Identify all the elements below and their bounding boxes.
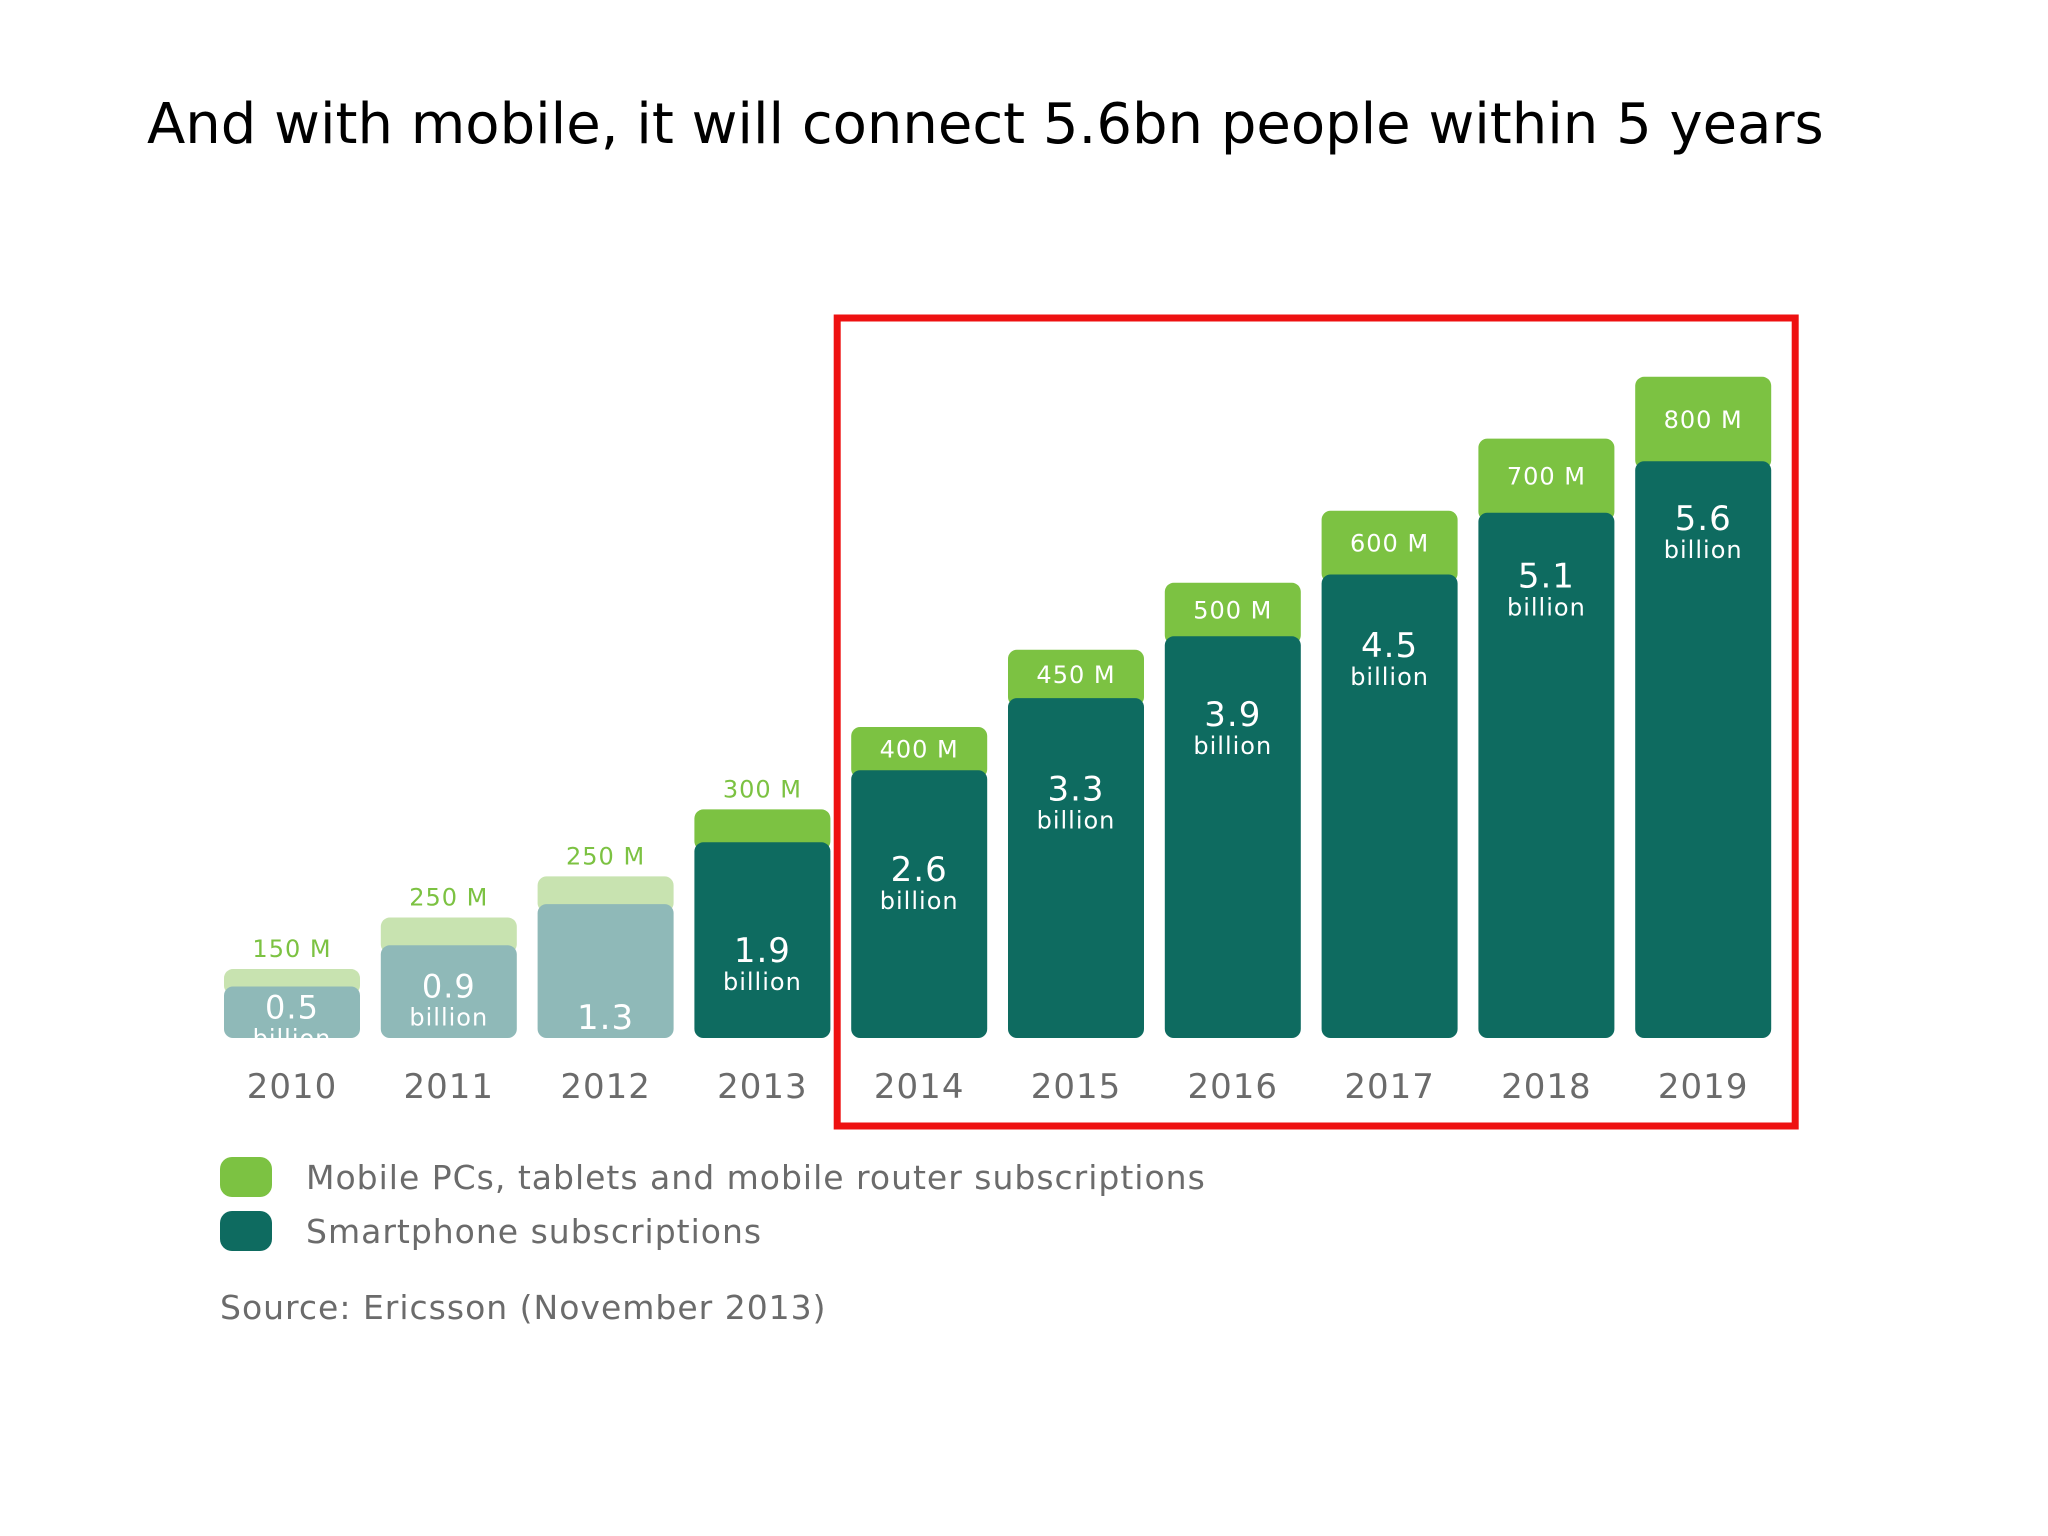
label-smartphone-unit-2016: billion — [1193, 732, 1272, 760]
bar-smartphone-2015 — [1008, 698, 1144, 1038]
label-mobile-pcs-2019: 800 M — [1664, 406, 1743, 434]
label-smartphone-2012: 1.3 — [577, 998, 634, 1038]
x-tick-2010: 2010 — [247, 1067, 338, 1107]
label-smartphone-unit-2015: billion — [1037, 806, 1116, 834]
bar-smartphone-2011 — [380, 945, 517, 1038]
label-smartphone-2010: 0.5 — [265, 988, 319, 1026]
x-tick-2013: 2013 — [717, 1067, 808, 1107]
label-smartphone-2017: 4.5 — [1361, 626, 1418, 666]
bar-smartphone-2018 — [1478, 512, 1615, 1038]
label-smartphone-unit-2014: billion — [880, 887, 959, 915]
label-smartphone-2014: 2.6 — [891, 850, 948, 890]
bar-smartphone-2016 — [1164, 636, 1301, 1038]
bar-mobile-pcs-2011 — [380, 917, 517, 954]
bar-mobile-pcs-2015 — [1008, 649, 1144, 707]
x-tick-2016: 2016 — [1188, 1067, 1279, 1107]
label-smartphone-2016: 3.9 — [1204, 695, 1261, 735]
label-smartphone-2019: 5.6 — [1675, 499, 1732, 539]
bar-mobile-pcs-2014 — [851, 727, 988, 779]
legend-label-smartphone: Smartphone subscriptions — [306, 1211, 763, 1251]
bar-mobile-pcs-2013 — [694, 809, 831, 851]
bar-mobile-pcs-2018 — [1478, 438, 1615, 521]
x-tick-2014: 2014 — [874, 1067, 965, 1107]
bar-mobile-pcs-2017 — [1321, 510, 1458, 583]
x-tick-2015: 2015 — [1031, 1067, 1122, 1107]
legend-item-mobile-pcs: Mobile PCs, tablets and mobile router su… — [220, 1155, 1206, 1199]
bar-smartphone-2010 — [224, 986, 360, 1038]
x-tick-2018: 2018 — [1501, 1067, 1592, 1107]
label-mobile-pcs-2011: 250 M — [409, 884, 488, 912]
label-smartphone-2011: 0.9 — [422, 968, 476, 1006]
label-mobile-pcs-2016: 500 M — [1193, 597, 1272, 625]
label-mobile-pcs-2018: 700 M — [1507, 463, 1586, 491]
bar-smartphone-2012 — [537, 904, 674, 1038]
label-mobile-pcs-2017: 600 M — [1350, 530, 1429, 558]
label-smartphone-2015: 3.3 — [1047, 769, 1104, 809]
label-smartphone-unit-2013: billion — [723, 968, 802, 996]
bar-mobile-pcs-2012 — [537, 876, 674, 913]
bar-smartphone-2017 — [1321, 574, 1458, 1038]
label-smartphone-unit-2011: billion — [409, 1004, 488, 1032]
slide-title: And with mobile, it will connect 5.6bn p… — [147, 92, 1824, 157]
label-mobile-pcs-2010: 150 M — [252, 935, 331, 963]
bar-smartphone-2019 — [1635, 461, 1772, 1038]
label-smartphone-2013: 1.9 — [734, 931, 791, 971]
legend-label-mobile-pcs: Mobile PCs, tablets and mobile router su… — [306, 1157, 1206, 1197]
highlight-box — [833, 314, 1799, 1130]
label-smartphone-2018: 5.1 — [1518, 557, 1575, 597]
bar-mobile-pcs-2016 — [1164, 582, 1301, 645]
legend-swatch-smartphone — [220, 1211, 272, 1251]
label-smartphone-unit-2019: billion — [1664, 536, 1743, 564]
bar-mobile-pcs-2019 — [1635, 376, 1772, 470]
x-tick-2011: 2011 — [404, 1067, 495, 1107]
x-tick-2019: 2019 — [1658, 1067, 1749, 1107]
bar-smartphone-2014 — [851, 770, 988, 1038]
label-smartphone-unit-2017: billion — [1350, 663, 1429, 691]
legend-item-smartphone: Smartphone subscriptions — [220, 1209, 762, 1253]
chart-source: Source: Ericsson (November 2013) — [220, 1288, 827, 1327]
legend-swatch-mobile-pcs — [220, 1157, 272, 1197]
bar-smartphone-2013 — [694, 842, 831, 1038]
label-mobile-pcs-2014: 400 M — [880, 736, 959, 764]
x-tick-2017: 2017 — [1344, 1067, 1435, 1107]
label-smartphone-unit-2012: billion — [566, 1035, 645, 1063]
x-tick-2012: 2012 — [560, 1067, 651, 1107]
label-mobile-pcs-2012: 250 M — [566, 842, 645, 870]
label-mobile-pcs-2015: 450 M — [1036, 661, 1115, 689]
label-smartphone-unit-2018: billion — [1507, 594, 1586, 622]
label-mobile-pcs-2013: 300 M — [723, 775, 802, 803]
label-smartphone-unit-2010: billion — [253, 1024, 332, 1052]
